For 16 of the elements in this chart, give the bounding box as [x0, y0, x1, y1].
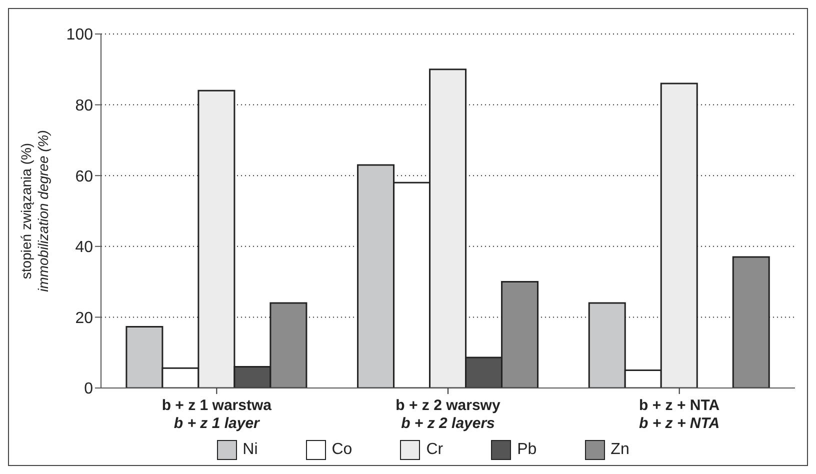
x-tick-label: b + z 1 warstwa b + z 1 layer — [162, 397, 272, 432]
legend-label: Pb — [517, 441, 537, 459]
x-tick-label: b + z 2 warswy b + z 2 layers — [396, 397, 501, 432]
legend-label: Co — [332, 441, 352, 459]
legend-label: Cr — [426, 441, 444, 459]
y-tick-label: 60 — [75, 168, 94, 186]
x-tick-label: b + z + NTA b + z + NTA — [639, 397, 720, 432]
y-tick-label: 80 — [75, 97, 94, 114]
y-axis-title: stopień związania (%) immobilization degree (%) — [18, 130, 51, 292]
y-tick-label: 0 — [84, 380, 94, 398]
legend-label: Ni — [242, 441, 258, 459]
y-tick-label: 100 — [66, 26, 94, 44]
bar — [732, 256, 770, 388]
legend-label: Zn — [610, 441, 630, 459]
y-tick-label: 40 — [75, 239, 94, 256]
y-tick-label: 20 — [75, 310, 94, 327]
